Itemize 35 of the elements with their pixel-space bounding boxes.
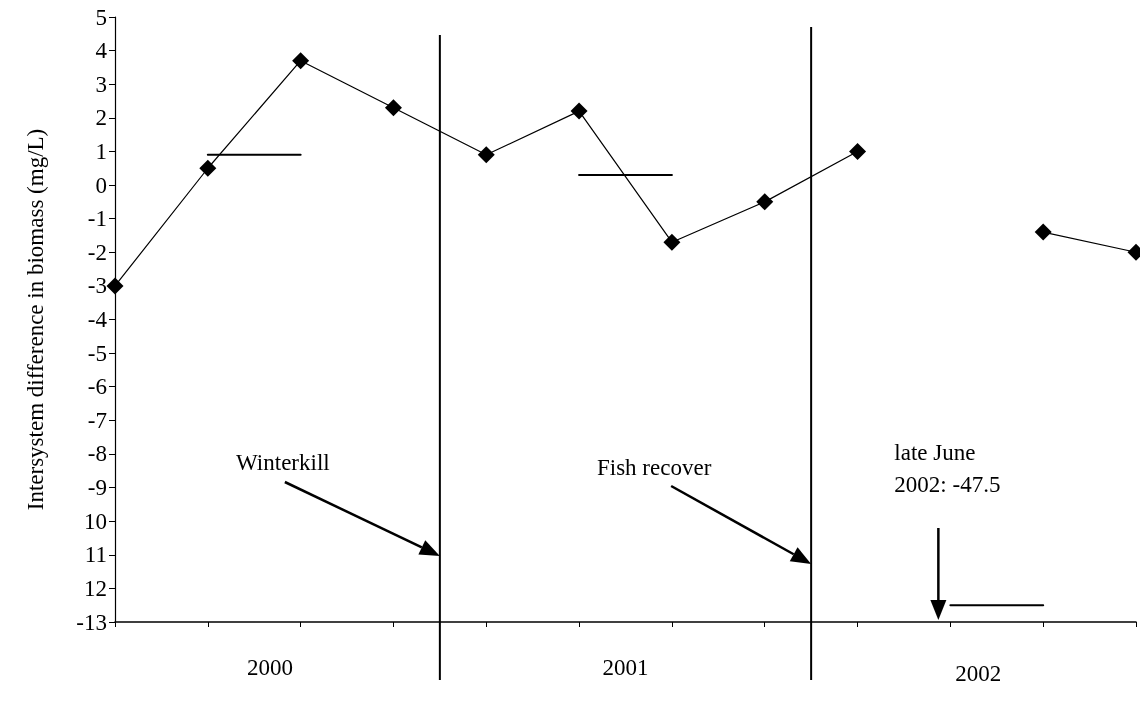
y-tick-label: -5 [87,340,107,366]
text: 2000 [247,654,294,680]
y-tick-label: 10 [84,508,107,534]
text: 2002 [955,660,1002,686]
annotation: late June 2002: -47.5 [894,439,1001,497]
text: 2001 [602,654,649,680]
annotation: Fish recover [596,454,712,480]
point [106,277,124,295]
point [756,193,774,211]
y-tick-label: -8 [87,441,107,467]
annotation: Winterkill [236,449,330,475]
y-tick-label: -7 [87,407,107,433]
point [292,52,310,70]
point [663,233,681,251]
y-tick-label: -13 [76,609,107,635]
y-tick-label: -2 [87,239,107,265]
point [384,99,402,117]
point [570,102,588,120]
y-tick-label: 3 [95,71,107,97]
y-tick-label: 1 [95,138,107,164]
y-tick-label: 2 [95,105,107,131]
y-tick-label: 4 [95,38,108,64]
y-tick-label: 0 [95,172,107,198]
point [199,159,217,177]
y-tick-label: 11 [84,542,107,568]
y-tick-label: -4 [87,307,108,332]
y-tick-label: -9 [87,475,107,501]
point [477,146,495,164]
point [849,142,867,160]
y-tick-label: -6 [87,374,107,400]
y-axis-title: Intersystem difference in biomass (mg/L) [23,128,48,511]
y-tick-label: -3 [87,273,107,299]
y-tick-label: 5 [95,4,107,30]
y-tick-label: -1 [87,206,107,232]
y-tick-label: 12 [84,575,107,601]
